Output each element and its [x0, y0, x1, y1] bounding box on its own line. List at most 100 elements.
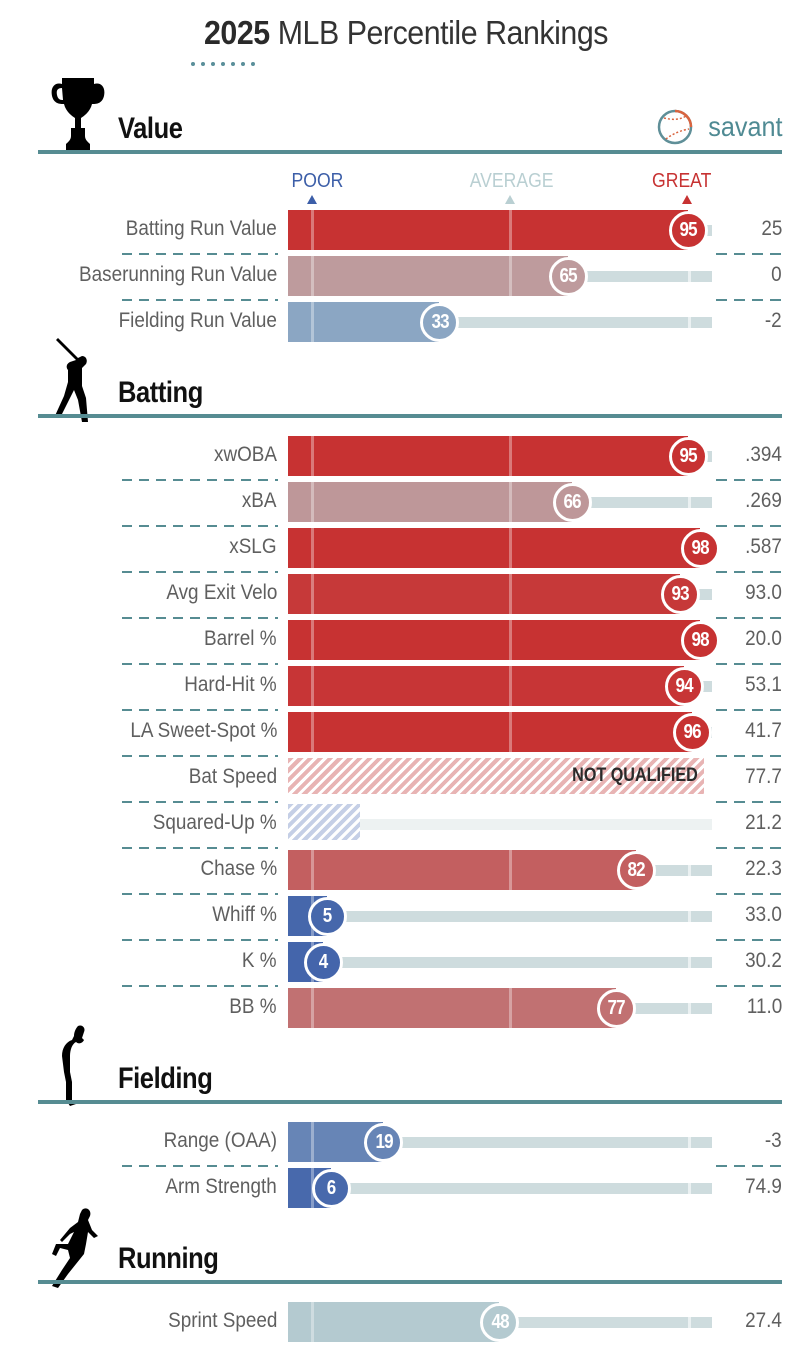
row-divider: [716, 939, 782, 941]
percentile-bubble: 19: [364, 1123, 404, 1162]
percentile-bubble: 94: [664, 667, 704, 706]
section-fielding: Fielding: [38, 1025, 782, 1106]
percentile-bubble: 66: [552, 483, 592, 522]
trophy-icon: [51, 78, 105, 154]
percentile-bar: [288, 988, 616, 1028]
metric-label: Squared-Up %: [153, 811, 277, 834]
percentile-value: 33: [431, 311, 449, 333]
metric-label: Hard-Hit %: [184, 673, 277, 696]
metric-row: Sprint Speed 48 27.4: [0, 1302, 812, 1342]
section-title: Running: [118, 1242, 219, 1275]
not-qualified-label: NOT QUALIFIED: [572, 765, 698, 786]
track-tick: [688, 1137, 691, 1148]
percentile-bar: [288, 302, 440, 342]
scale-tick: [509, 528, 512, 568]
metric-row: xwOBA 95 .394: [0, 436, 812, 476]
percentile-bubble: 93: [660, 575, 700, 614]
section-rule: [38, 414, 782, 418]
metric-label: Sprint Speed: [167, 1309, 277, 1332]
metric-row: Squared-Up % 21.2: [0, 804, 812, 844]
row-divider: [122, 617, 278, 619]
metric-value: 74.9: [745, 1175, 782, 1198]
percentile-value: 95: [679, 445, 698, 467]
scale-tick: [311, 210, 314, 250]
row-divider: [122, 801, 278, 803]
scale-tick: [311, 712, 314, 752]
section-batting: Batting: [38, 338, 782, 422]
metric-label: Batting Run Value: [126, 217, 277, 240]
bar-track: [288, 911, 712, 922]
metric-label: Bat Speed: [188, 765, 277, 788]
metric-value: .394: [745, 443, 782, 466]
metric-label: Avg Exit Velo: [165, 581, 277, 604]
row-divider: [122, 985, 278, 987]
metric-value: 0: [771, 263, 782, 286]
metric-row: K % 4 30.2: [0, 942, 812, 982]
metric-label: LA Sweet-Spot %: [129, 719, 277, 742]
scale-tick: [509, 210, 512, 250]
percentile-bar: [288, 620, 700, 660]
percentile-bar: [288, 210, 688, 250]
scale-tick: [509, 256, 512, 296]
title-year: 2025: [204, 14, 270, 51]
metric-row: Hard-Hit % 94 53.1: [0, 666, 812, 706]
row-divider: [716, 801, 782, 803]
metric-label: Fielding Run Value: [118, 309, 277, 332]
row-divider: [716, 617, 782, 619]
section-rule: [38, 1100, 782, 1104]
metric-row: Avg Exit Velo 93 93.0: [0, 574, 812, 614]
percentile-bar: [288, 850, 636, 890]
row-divider: [122, 893, 278, 895]
scale-tick: [311, 620, 314, 660]
scale-tick: [311, 482, 314, 522]
bar-track: [288, 819, 712, 830]
metric-value: 77.7: [745, 765, 782, 788]
percentile-value: 48: [491, 1311, 509, 1333]
metric-label: BB %: [229, 995, 277, 1018]
row-divider: [122, 709, 278, 711]
scale-tick: [311, 256, 314, 296]
percentile-bubble: 5: [308, 897, 348, 936]
row-divider: [122, 525, 278, 527]
bar-track: [288, 957, 712, 968]
track-tick: [688, 865, 691, 876]
percentile-bar: [288, 256, 568, 296]
scale-tick: [509, 574, 512, 614]
scale-tick: [311, 850, 314, 890]
bar-track: [288, 317, 712, 328]
metric-value: 41.7: [745, 719, 782, 742]
metric-label: Baserunning Run Value: [78, 263, 277, 286]
great-marker-icon: [682, 195, 692, 204]
percentile-bubble: 77: [596, 989, 636, 1028]
metric-label: xSLG: [229, 535, 277, 558]
percentile-bubble: 96: [672, 713, 712, 752]
scale-tick: [509, 666, 512, 706]
percentile-value: 93: [671, 583, 690, 605]
percentile-value: 96: [683, 721, 702, 743]
percentile-value: 82: [627, 859, 646, 881]
page-title: 2025 MLB Percentile Rankings: [32, 14, 779, 52]
metric-row: Bat Speed NOT QUALIFIED 77.7: [0, 758, 812, 798]
percentile-bar: [288, 712, 692, 752]
percentile-bar: [288, 666, 684, 706]
not-qualified-bar: [288, 804, 360, 840]
row-divider: [716, 847, 782, 849]
baseball-icon: [657, 109, 692, 145]
metric-value: 25: [760, 217, 782, 240]
row-divider: [716, 525, 782, 527]
percentile-value: 94: [675, 675, 694, 697]
legend-poor: POOR: [291, 170, 344, 192]
bar-track: [288, 1137, 712, 1148]
row-divider: [716, 571, 782, 573]
metric-value: 21.2: [745, 811, 782, 834]
average-marker-icon: [505, 195, 515, 204]
title-text: MLB Percentile Rankings: [277, 14, 609, 51]
bar-track: [288, 1183, 712, 1194]
batter-icon: [54, 338, 88, 422]
row-divider: [122, 479, 278, 481]
scale-tick: [311, 988, 314, 1028]
section-title: Fielding: [118, 1062, 213, 1095]
track-tick: [688, 1183, 691, 1194]
track-tick: [688, 911, 691, 922]
scale-tick: [509, 850, 512, 890]
